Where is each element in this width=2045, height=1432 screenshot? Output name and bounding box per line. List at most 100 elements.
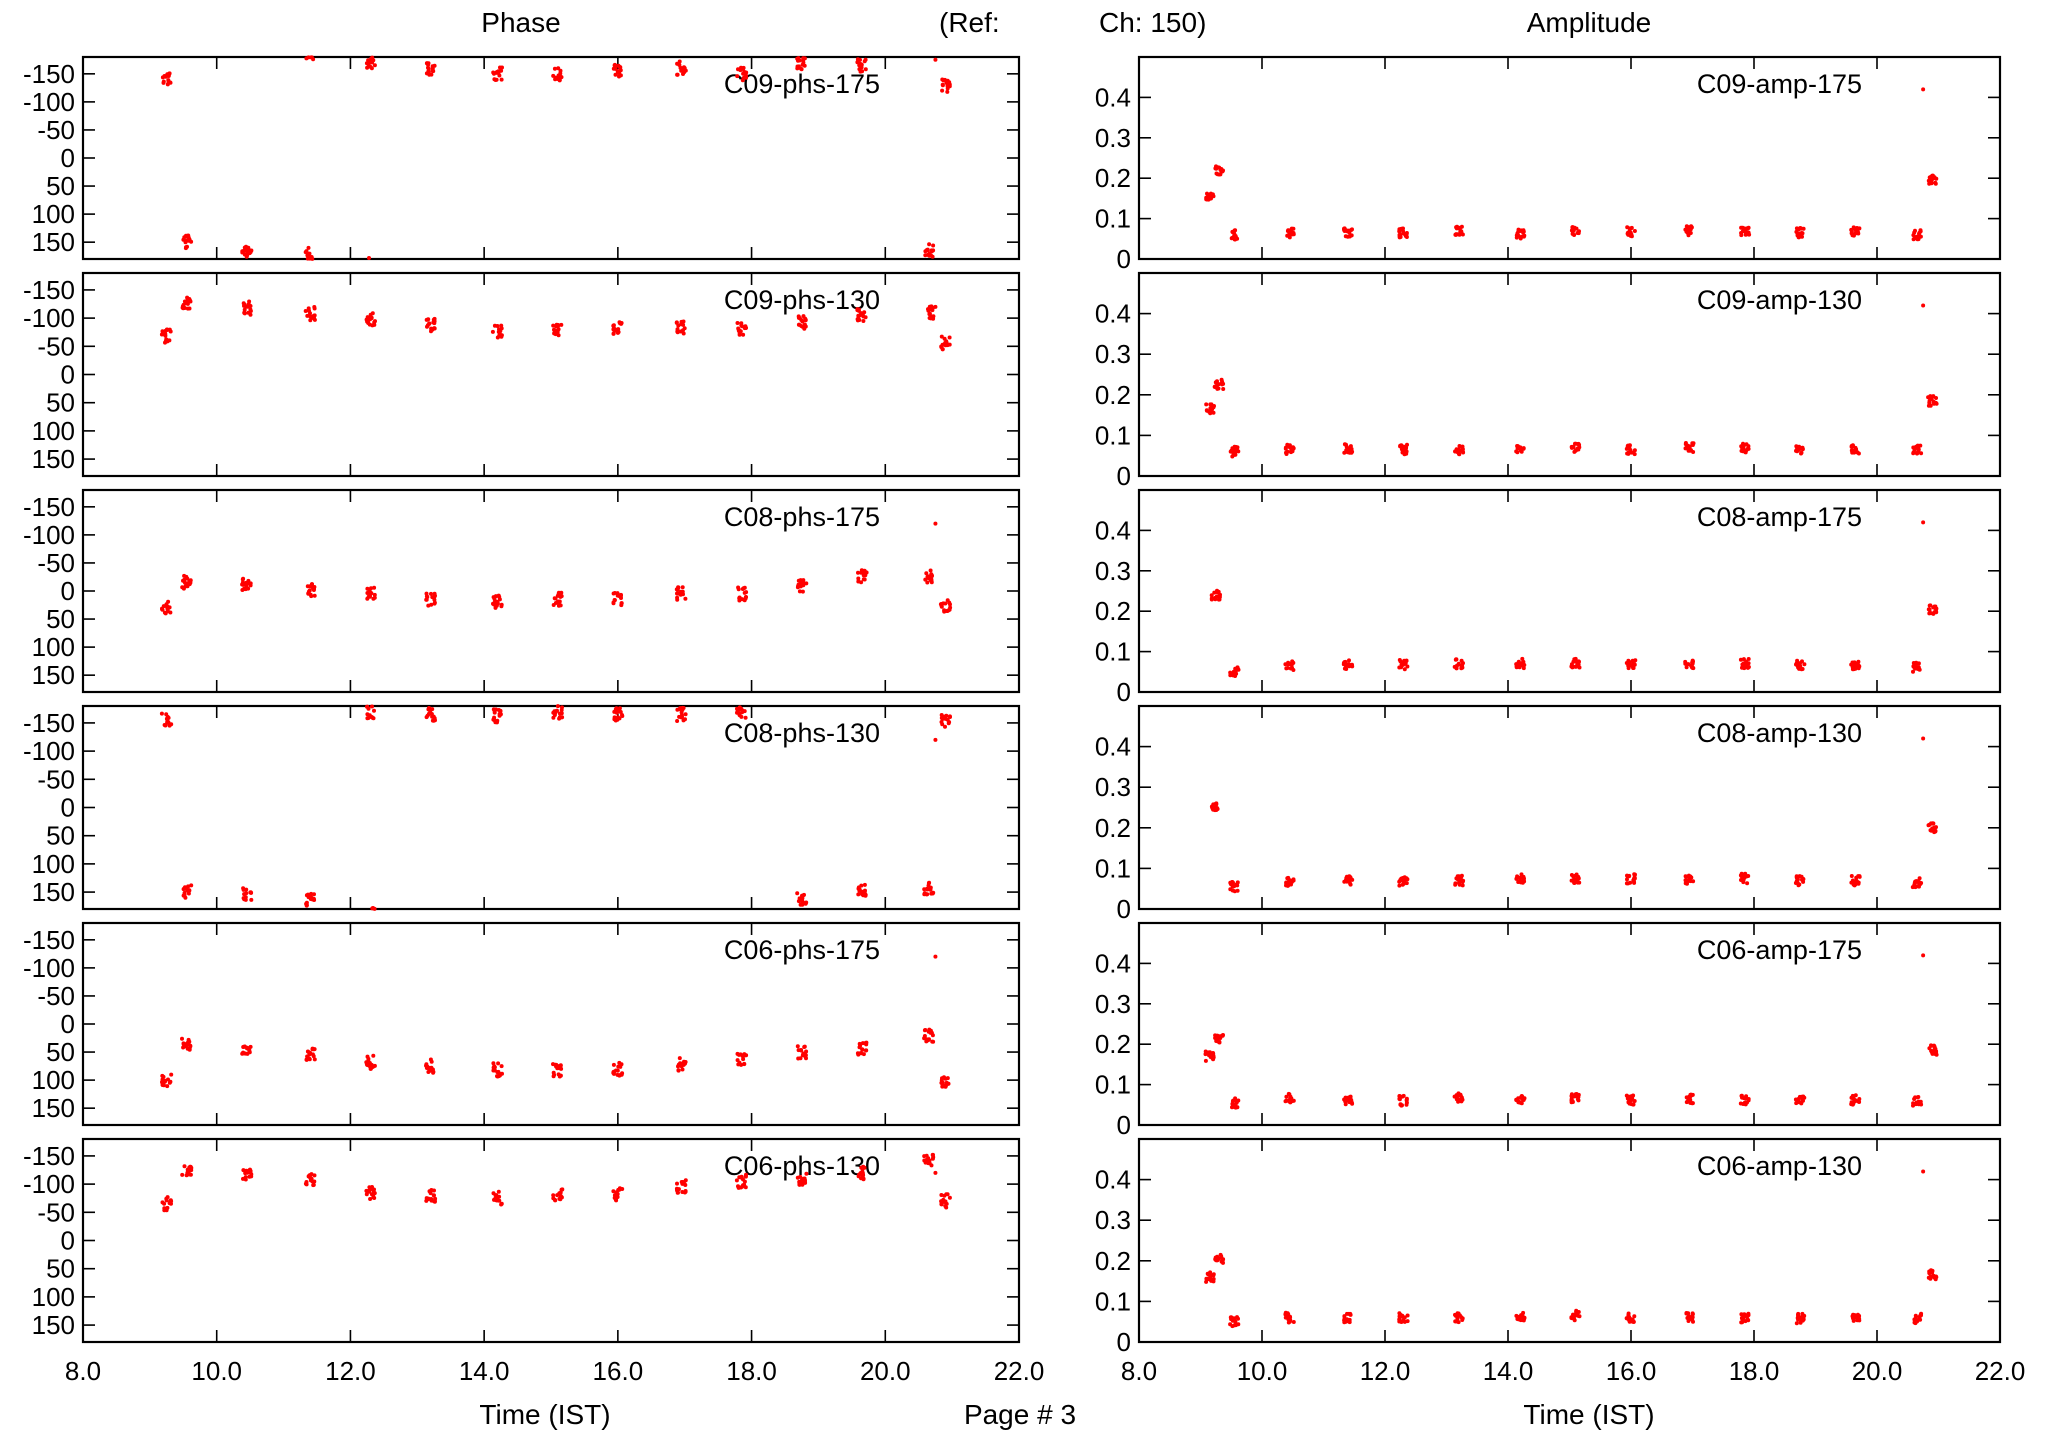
y-tick-label: 0.2 bbox=[1095, 1246, 1131, 1276]
data-point bbox=[674, 320, 679, 325]
data-point bbox=[1454, 666, 1459, 671]
data-point bbox=[799, 1048, 803, 1052]
data-point bbox=[677, 1056, 682, 1061]
data-point bbox=[426, 66, 431, 71]
data-point bbox=[1344, 442, 1348, 447]
data-point bbox=[1739, 1312, 1744, 1317]
data-point bbox=[1291, 668, 1296, 672]
data-point bbox=[1741, 663, 1746, 668]
data-point bbox=[1215, 383, 1220, 388]
data-point bbox=[1203, 1049, 1208, 1054]
outlier-point bbox=[1921, 520, 1926, 525]
data-point bbox=[1911, 451, 1916, 456]
data-point bbox=[312, 1057, 317, 1062]
data-point bbox=[739, 321, 744, 326]
y-tick-label: 0.1 bbox=[1095, 637, 1131, 667]
data-point bbox=[1849, 874, 1854, 878]
data-point bbox=[164, 1207, 169, 1212]
data-point bbox=[240, 577, 245, 582]
data-point bbox=[372, 1196, 377, 1200]
data-point bbox=[860, 1167, 865, 1172]
data-point bbox=[1739, 445, 1744, 450]
data-point bbox=[929, 574, 934, 579]
data-point bbox=[1577, 880, 1582, 885]
data-point bbox=[1519, 228, 1523, 233]
data-point bbox=[682, 67, 687, 72]
data-point bbox=[307, 1057, 312, 1062]
data-point bbox=[433, 718, 437, 723]
data-point bbox=[1455, 1096, 1460, 1101]
data-point bbox=[735, 74, 740, 79]
data-point bbox=[681, 1180, 685, 1184]
data-point bbox=[617, 706, 622, 711]
data-point bbox=[1918, 1317, 1923, 1322]
data-point bbox=[1343, 659, 1348, 664]
data-point bbox=[739, 1174, 744, 1179]
x-tick-label: 14.0 bbox=[1483, 1356, 1534, 1386]
data-point bbox=[1741, 1102, 1746, 1106]
data-point bbox=[186, 1042, 191, 1047]
y-tick-label: 150 bbox=[32, 227, 75, 257]
data-point bbox=[1850, 660, 1855, 665]
data-point bbox=[496, 1189, 501, 1194]
data-point bbox=[499, 77, 504, 82]
data-point bbox=[1457, 444, 1462, 448]
data-point bbox=[1403, 450, 1408, 455]
data-point bbox=[1627, 226, 1632, 231]
data-point bbox=[556, 591, 561, 596]
data-point bbox=[942, 77, 947, 82]
data-point bbox=[1688, 1097, 1693, 1102]
data-point bbox=[185, 888, 190, 893]
data-point bbox=[1220, 169, 1225, 174]
data-point bbox=[495, 599, 500, 604]
data-point bbox=[743, 1174, 748, 1178]
data-point bbox=[1342, 450, 1347, 455]
data-point bbox=[553, 710, 558, 715]
data-point bbox=[1855, 1315, 1860, 1320]
data-point bbox=[928, 887, 933, 892]
data-point bbox=[1911, 661, 1916, 665]
data-point bbox=[1576, 231, 1581, 236]
data-point bbox=[1794, 875, 1799, 880]
data-point bbox=[1204, 1276, 1209, 1281]
data-point bbox=[943, 724, 947, 729]
data-point bbox=[856, 570, 860, 575]
data-point bbox=[241, 1168, 246, 1173]
data-point bbox=[802, 63, 807, 68]
data-point bbox=[795, 891, 800, 896]
data-point bbox=[247, 1050, 252, 1055]
panel-label: C06-phs-175 bbox=[724, 935, 880, 965]
data-point bbox=[167, 1080, 172, 1085]
data-point bbox=[741, 332, 746, 337]
data-point bbox=[186, 233, 191, 238]
data-point bbox=[740, 1184, 745, 1189]
data-point bbox=[1914, 879, 1919, 884]
data-point bbox=[432, 326, 437, 331]
data-point bbox=[800, 897, 804, 902]
data-point bbox=[1685, 231, 1690, 236]
data-point bbox=[856, 576, 861, 581]
data-point bbox=[169, 1072, 174, 1077]
data-point bbox=[859, 65, 864, 70]
data-point bbox=[1632, 448, 1637, 453]
data-point bbox=[1518, 236, 1523, 241]
y-tick-label: 100 bbox=[32, 849, 75, 879]
data-point bbox=[1348, 881, 1353, 886]
data-point bbox=[498, 329, 503, 333]
data-point bbox=[1350, 227, 1354, 232]
data-point bbox=[1521, 1318, 1526, 1323]
data-point bbox=[1926, 607, 1931, 612]
data-point bbox=[611, 324, 616, 329]
data-point bbox=[181, 1042, 186, 1047]
data-point bbox=[943, 1076, 948, 1081]
data-point bbox=[495, 324, 500, 328]
data-point bbox=[744, 595, 748, 600]
data-point bbox=[1849, 1100, 1854, 1105]
y-tick-label: 50 bbox=[46, 171, 75, 201]
data-point bbox=[1797, 882, 1802, 887]
data-point bbox=[305, 256, 310, 261]
data-point bbox=[1934, 1275, 1939, 1280]
data-point bbox=[939, 334, 944, 339]
data-point bbox=[1457, 232, 1462, 237]
y-tick-label: 50 bbox=[46, 821, 75, 851]
